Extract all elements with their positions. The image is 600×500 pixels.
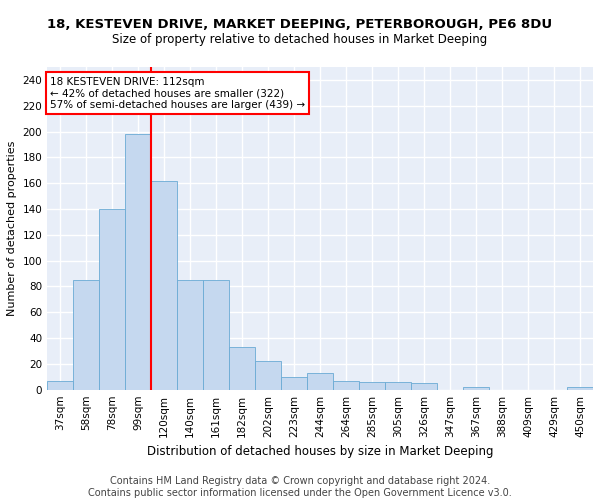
Bar (229, 347, 255, 390)
Bar (333, 380, 359, 390)
Bar (567, 387, 593, 390)
Bar (255, 362, 281, 390)
Bar (151, 180, 177, 390)
Bar (73, 280, 99, 390)
Text: 18, KESTEVEN DRIVE, MARKET DEEPING, PETERBOROUGH, PE6 8DU: 18, KESTEVEN DRIVE, MARKET DEEPING, PETE… (47, 18, 553, 30)
Y-axis label: Number of detached properties: Number of detached properties (7, 140, 17, 316)
Text: Size of property relative to detached houses in Market Deeping: Size of property relative to detached ho… (112, 32, 488, 46)
X-axis label: Distribution of detached houses by size in Market Deeping: Distribution of detached houses by size … (147, 445, 493, 458)
Text: Contains HM Land Registry data © Crown copyright and database right 2024.
Contai: Contains HM Land Registry data © Crown c… (88, 476, 512, 498)
Bar (281, 377, 307, 390)
Bar (177, 280, 203, 390)
Bar (47, 380, 73, 390)
Bar (125, 134, 151, 390)
Bar (463, 387, 489, 390)
Bar (99, 209, 125, 390)
Bar (385, 382, 411, 390)
Bar (411, 384, 437, 390)
Bar (307, 373, 333, 390)
Bar (359, 382, 385, 390)
Bar (203, 280, 229, 390)
Text: 18 KESTEVEN DRIVE: 112sqm
← 42% of detached houses are smaller (322)
57% of semi: 18 KESTEVEN DRIVE: 112sqm ← 42% of detac… (50, 76, 305, 110)
